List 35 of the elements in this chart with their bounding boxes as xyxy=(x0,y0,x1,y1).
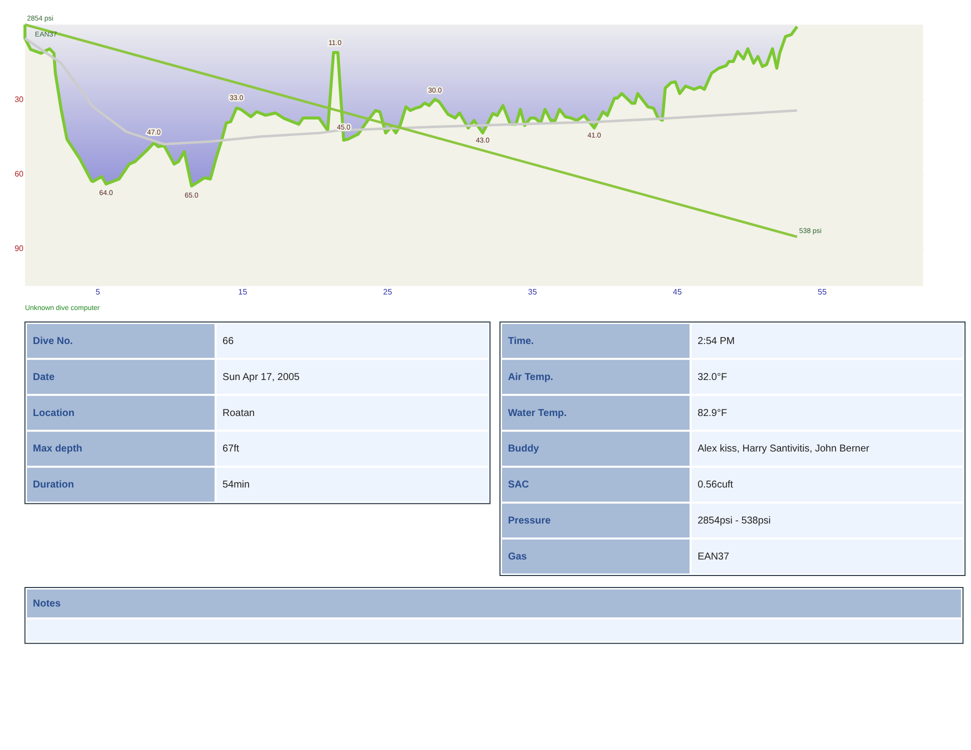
x-tick-label: 15 xyxy=(238,288,248,297)
text: SAC xyxy=(508,480,530,491)
text: Alex kiss, Harry Santivitis, John Berner xyxy=(698,444,870,455)
text: Location xyxy=(32,408,74,419)
text: 82.9°F xyxy=(698,408,728,419)
text: Sun Apr 17, 2005 xyxy=(222,372,300,383)
text: 2854psi - 538psi xyxy=(698,516,771,527)
y-tick-label: 30 xyxy=(14,94,24,104)
text: 0.56cuft xyxy=(698,480,734,491)
text: EAN37 xyxy=(698,552,730,563)
text: Time. xyxy=(508,336,534,347)
y-tick-label: 90 xyxy=(14,244,24,254)
x-tick-label: 25 xyxy=(383,288,393,297)
y-tick-label: 60 xyxy=(14,170,24,179)
text: Duration xyxy=(32,480,74,491)
text: Air Temp. xyxy=(508,372,554,383)
text: 67ft xyxy=(222,444,240,455)
text: Gas xyxy=(508,552,528,563)
text: 66 xyxy=(222,336,234,347)
text: Buddy xyxy=(508,444,540,455)
line-series xyxy=(24,37,798,146)
text: 32.0°F xyxy=(698,372,728,383)
x-tick-label: 5 xyxy=(96,288,101,297)
x-tick-label: 55 xyxy=(818,288,828,297)
text: Dive No. xyxy=(32,336,74,347)
text: Water Temp. xyxy=(508,408,567,419)
text: 54min xyxy=(222,480,250,491)
x-tick-label: 35 xyxy=(528,288,538,297)
text: Max depth xyxy=(32,444,82,455)
text: Roatan xyxy=(222,408,255,419)
text: Pressure xyxy=(508,516,552,527)
text: 2:54 PM xyxy=(698,336,735,347)
text: Date xyxy=(32,372,55,383)
text: Notes xyxy=(32,598,62,610)
x-tick-label: 45 xyxy=(672,288,682,297)
